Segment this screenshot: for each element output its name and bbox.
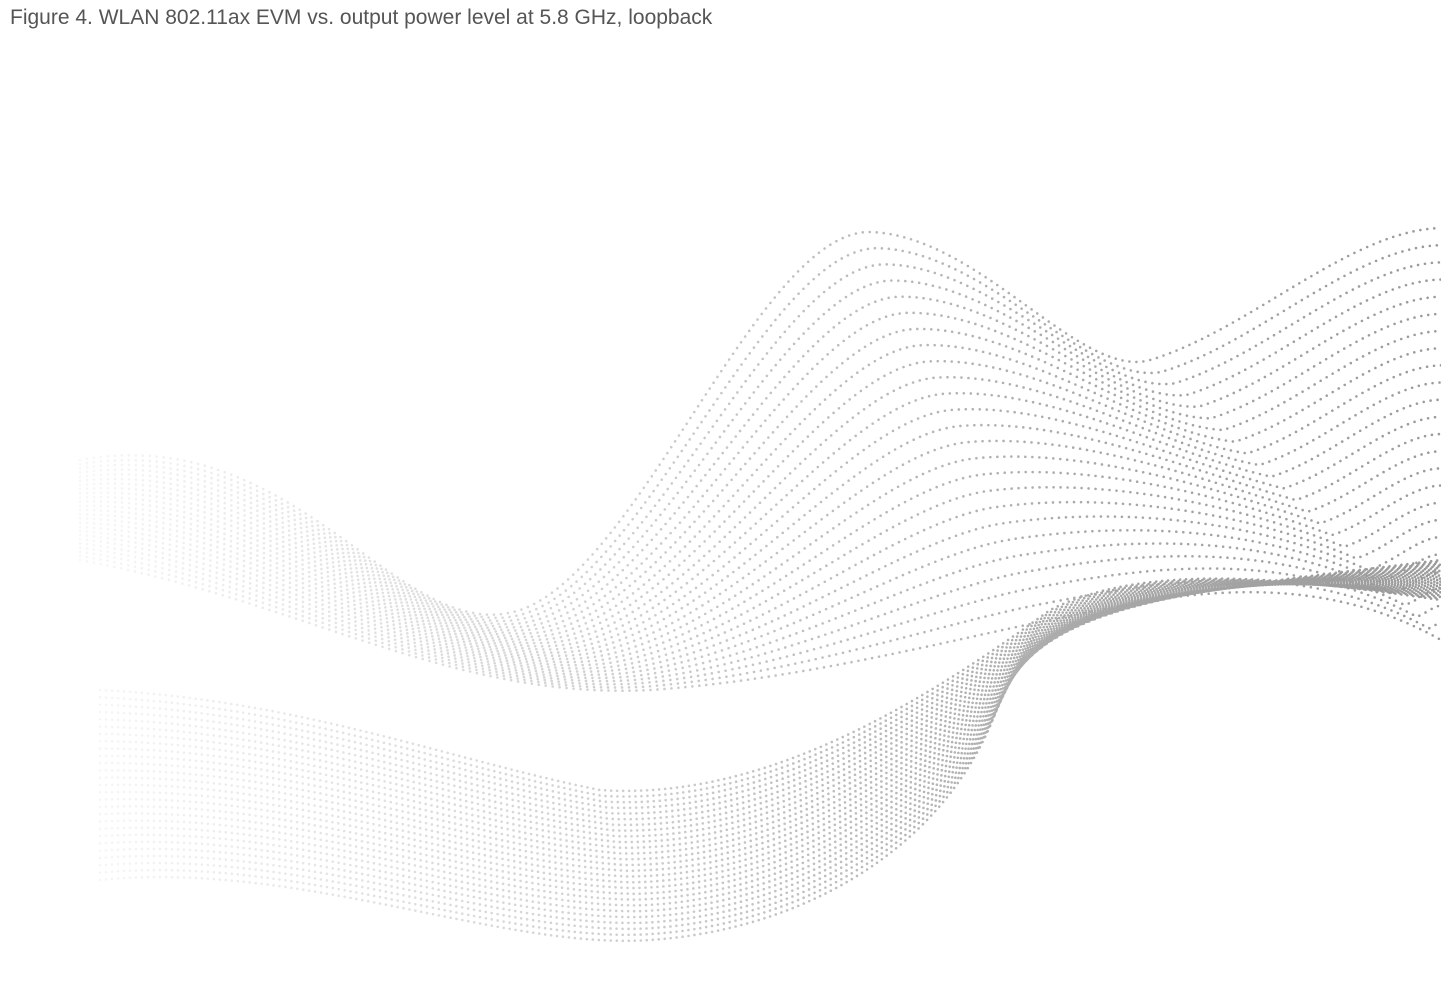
- dotted-curve: [98, 577, 1441, 793]
- dotted-curve: [78, 226, 1441, 616]
- dotted-curve: [78, 407, 1441, 651]
- dotted-curve: [98, 574, 1441, 884]
- dotted-curve: [98, 566, 1441, 913]
- dotted-curve: [78, 311, 1441, 632]
- dotted-curve: [78, 261, 1441, 623]
- dotted-curve: [78, 554, 1441, 689]
- dotted-curve: [78, 485, 1441, 667]
- dotted-curve: [78, 295, 1441, 629]
- dotted-curve: [98, 578, 1441, 867]
- dotted-curve: [78, 375, 1441, 645]
- dotted-curve: [78, 515, 1441, 673]
- dotted-curve: [98, 581, 1441, 821]
- dotted-curve: [98, 569, 1441, 901]
- dotted-curve: [78, 455, 1441, 661]
- dotted-curve: [78, 343, 1441, 639]
- dotted-curve: [78, 542, 1441, 680]
- dotted-curve: [98, 580, 1441, 861]
- dotted-curve: [78, 327, 1441, 635]
- dotted-curve: [98, 560, 1441, 937]
- dotted-curve: [78, 546, 1441, 683]
- dotted-curve: [98, 582, 1441, 849]
- dotted-curve: [98, 578, 1441, 798]
- dotted-curve: [98, 582, 1441, 832]
- dotted-curve: [98, 571, 1441, 896]
- dotted-curve: [98, 558, 1441, 943]
- dotted-curve: [78, 470, 1441, 664]
- dotted-curve: [98, 579, 1441, 804]
- dotted-curve: [78, 528, 1441, 676]
- dotted-curve: [98, 577, 1441, 873]
- dotted-curve: [98, 575, 1441, 878]
- dotted-curve: [78, 360, 1441, 642]
- dotted-curve: [98, 564, 1441, 919]
- dotted-curve: [98, 561, 1441, 931]
- dotted-curve: [78, 391, 1441, 648]
- dotted-curve: [98, 582, 1441, 844]
- dotted-curve: [98, 581, 1441, 855]
- dotted-curve: [78, 439, 1441, 657]
- dotted-curve: [98, 567, 1441, 907]
- dotted-curve: [78, 550, 1441, 686]
- dotted-waves: [78, 226, 1441, 943]
- dotted-curve: [78, 278, 1441, 626]
- dotted-curve: [78, 423, 1441, 654]
- dotted-curve: [98, 582, 1441, 838]
- dotted-curve: [78, 243, 1441, 620]
- dotted-curve: [98, 581, 1441, 815]
- dotted-curve: [78, 558, 1441, 692]
- dotted-curve: [98, 580, 1441, 810]
- figure-caption: Figure 4. WLAN 802.11ax EVM vs. output p…: [10, 6, 713, 29]
